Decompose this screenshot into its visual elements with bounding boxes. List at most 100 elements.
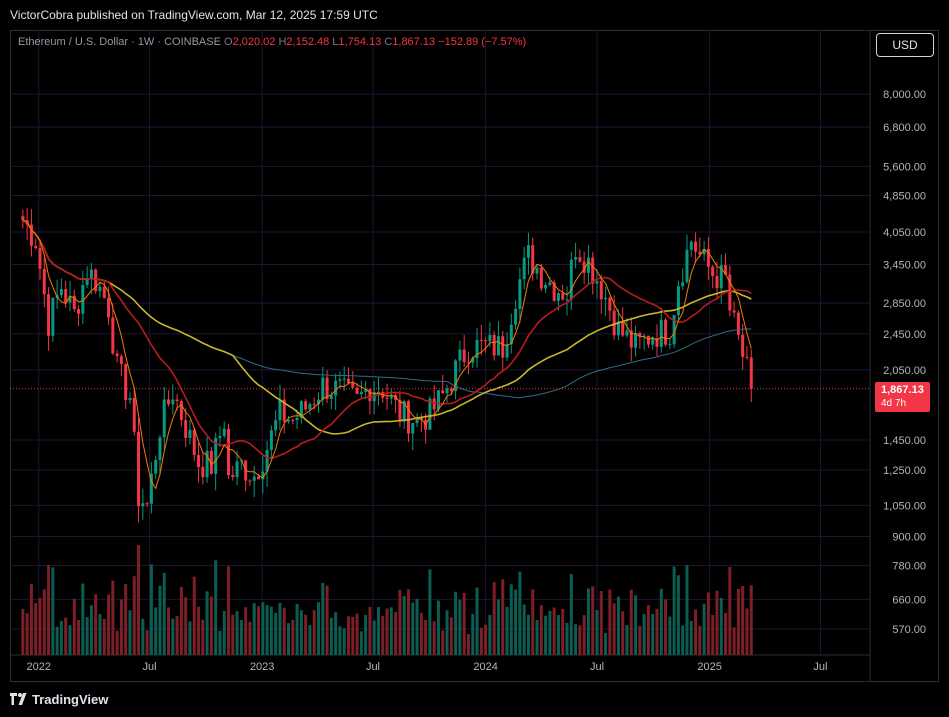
candle-body xyxy=(47,294,51,336)
volume-bar xyxy=(745,608,749,655)
volume-bar xyxy=(38,597,42,655)
volume-bar xyxy=(282,607,286,655)
volume-bar xyxy=(394,611,398,655)
volume-bar xyxy=(736,588,740,655)
candle-body xyxy=(385,397,389,399)
candle-body xyxy=(561,293,565,300)
volume-bar xyxy=(124,584,128,655)
candle-body xyxy=(394,395,398,400)
candle-body xyxy=(659,319,663,347)
volume-bar xyxy=(586,588,590,655)
candle-body xyxy=(329,395,333,399)
candle-body xyxy=(291,419,295,421)
candle-body xyxy=(162,399,166,438)
volume-bar xyxy=(141,618,145,655)
candle-body xyxy=(351,382,355,388)
volume-bar xyxy=(231,614,235,655)
footer xyxy=(0,684,949,717)
candle-body xyxy=(711,266,715,277)
price-tick-label: 1,250.00 xyxy=(883,465,926,477)
tradingview-logo[interactable]: TradingView xyxy=(10,692,108,707)
volume-bar xyxy=(514,589,518,655)
volume-bar xyxy=(582,615,586,655)
candle-body xyxy=(428,398,432,430)
time-tick-label: 2023 xyxy=(250,661,274,673)
candle-body xyxy=(689,241,693,250)
volume-bar xyxy=(376,607,380,655)
candle-body xyxy=(749,357,753,389)
price-tick-label: 2,450.00 xyxy=(883,329,926,341)
volume-bars xyxy=(21,545,753,655)
price-tick-label: 4,850.00 xyxy=(883,191,926,203)
candle-body xyxy=(415,417,419,424)
volume-bar xyxy=(715,590,719,655)
time-tick-label: 2022 xyxy=(27,661,51,673)
volume-bar xyxy=(316,602,320,655)
ma-mid-line xyxy=(22,219,752,459)
candle-body xyxy=(544,284,548,289)
volume-bar xyxy=(634,595,638,655)
candle-body xyxy=(89,269,93,280)
candle-body xyxy=(257,476,261,480)
volume-bar xyxy=(719,597,723,655)
volume-bar xyxy=(346,616,350,655)
volume-bar xyxy=(184,597,188,655)
volume-bar xyxy=(98,614,102,655)
volume-bar xyxy=(115,630,119,655)
volume-bar xyxy=(25,613,29,655)
volume-bar xyxy=(449,617,453,655)
candle-body xyxy=(316,399,320,405)
volume-bar xyxy=(419,612,423,655)
last-price-value: 1,867.13 xyxy=(881,384,924,396)
candle-body xyxy=(629,330,633,348)
candle-body xyxy=(248,480,252,482)
candle-body xyxy=(732,310,736,313)
volume-bar xyxy=(724,612,728,655)
volume-bar xyxy=(64,617,68,655)
volume-bar xyxy=(578,625,582,655)
volume-bar xyxy=(655,608,659,655)
candle-body xyxy=(205,450,209,478)
volume-bar xyxy=(308,625,312,655)
candle-body xyxy=(188,429,192,439)
candle-body xyxy=(119,356,123,364)
candle-body xyxy=(496,336,500,356)
volume-bar xyxy=(227,566,231,655)
candle-body xyxy=(411,423,415,434)
candle-body xyxy=(539,267,543,289)
candle-body xyxy=(51,297,55,336)
time-tick-label: Jul xyxy=(813,661,827,673)
candle-body xyxy=(115,353,119,357)
candle-body xyxy=(158,437,162,460)
candle-body xyxy=(282,399,286,422)
chart-grid xyxy=(10,30,871,682)
candle-body xyxy=(107,298,111,318)
candle-body xyxy=(462,349,466,363)
volume-bar xyxy=(475,587,479,655)
candle-body xyxy=(128,397,132,401)
candle-body xyxy=(295,417,299,421)
candle-body xyxy=(509,324,513,345)
volume-bar xyxy=(484,624,488,655)
volume-bar xyxy=(342,628,346,655)
candle-body xyxy=(231,474,235,478)
volume-bar xyxy=(179,586,183,655)
volume-bar xyxy=(625,624,629,655)
volume-bar xyxy=(406,589,410,655)
currency-button[interactable]: USD xyxy=(876,33,934,57)
candle-body xyxy=(664,319,668,345)
candle-body xyxy=(445,388,449,394)
volume-bar xyxy=(411,602,415,655)
volume-bar xyxy=(34,603,38,655)
candle-body xyxy=(175,399,179,402)
candle-body xyxy=(102,286,106,299)
candle-body xyxy=(436,390,440,410)
volume-bar xyxy=(676,575,680,655)
volume-bar xyxy=(295,603,299,655)
volume-bar xyxy=(77,619,81,655)
candle-body xyxy=(94,269,98,292)
candle-body xyxy=(68,295,72,303)
change-value: −152.89 (−7.57%) xyxy=(438,36,527,48)
volume-bar xyxy=(42,589,46,655)
